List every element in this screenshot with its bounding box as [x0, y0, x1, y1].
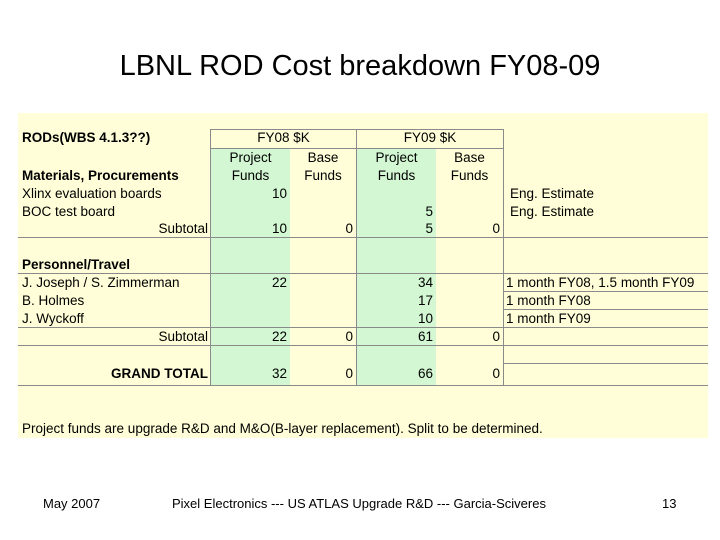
slide-number: 13	[662, 496, 677, 511]
fy08-header: FY08 $K	[257, 130, 310, 145]
materials-subtotal-label: Subtotal	[158, 221, 208, 236]
fy08-project-funds-header-1: Project	[229, 150, 272, 165]
table-row-note: 1 month FY08, 1.5 month FY09	[506, 275, 695, 290]
fy08-base-funds-header-1: Base	[307, 150, 339, 165]
table-cell-fy09-project: 5	[425, 204, 433, 219]
materials-heading: Materials, Procurements	[22, 168, 179, 183]
personnel-subtotal-fy09-base: 0	[492, 329, 500, 344]
table-row-label: J. Joseph / S. Zimmerman	[22, 275, 180, 290]
table-cell-fy08-project: 10	[271, 186, 287, 201]
table-row-label: J. Wyckoff	[22, 311, 84, 326]
personnel-subtotal-label: Subtotal	[158, 329, 208, 344]
table-row-label: B. Holmes	[22, 293, 85, 308]
fy08-project-funds-header-2: Funds	[231, 168, 270, 183]
grand-total-fy09-project: 66	[417, 366, 433, 381]
personnel-heading: Personnel/Travel	[22, 257, 131, 272]
fy08-base-funds-header-2: Funds	[304, 168, 342, 183]
cost-spreadsheet: RODs(WBS 4.1.3??) FY08 $K FY09 $K Projec…	[18, 113, 708, 438]
table-row-note: Eng. Estimate	[510, 204, 595, 219]
personnel-subtotal-fy08-project: 22	[271, 329, 287, 344]
footer-center-text: Pixel Electronics --- US ATLAS Upgrade R…	[172, 496, 546, 511]
materials-subtotal-fy08-base: 0	[345, 221, 353, 236]
materials-subtotal-fy08-project: 10	[271, 221, 287, 236]
grand-total-fy08-project: 32	[271, 366, 287, 381]
table-footnote: Project funds are upgrade R&D and M&O(B-…	[22, 421, 543, 436]
fy09-project-funds-header-2: Funds	[377, 168, 416, 183]
fy09-base-funds-header-2: Funds	[450, 168, 489, 183]
table-cell-fy09-project: 10	[417, 311, 433, 326]
table-row-label: BOC test board	[22, 204, 116, 219]
table-cell-fy08-project: 22	[271, 275, 287, 290]
table-row-note: 1 month FY08	[506, 293, 591, 308]
table-row-label: Xlinx evaluation boards	[22, 186, 162, 201]
section-title: RODs(WBS 4.1.3??)	[22, 130, 151, 145]
personnel-subtotal-fy08-base: 0	[345, 329, 353, 344]
fy09-project-funds-header-1: Project	[375, 150, 418, 165]
grand-total-fy08-base: 0	[345, 366, 353, 381]
personnel-subtotal-fy09-project: 61	[417, 329, 433, 344]
table-cell-fy09-project: 34	[417, 275, 433, 290]
fy09-base-funds-header-1: Base	[454, 150, 485, 165]
table-row-note: 1 month FY09	[506, 311, 591, 326]
footer-date: May 2007	[43, 496, 101, 511]
materials-subtotal-fy09-project: 5	[425, 221, 433, 236]
table-row-note: Eng. Estimate	[510, 186, 595, 201]
grand-total-fy09-base: 0	[492, 366, 500, 381]
grand-total-label: GRAND TOTAL	[111, 366, 208, 381]
table-cell-fy09-project: 17	[417, 293, 433, 308]
slide-title: LBNL ROD Cost breakdown FY08-09	[119, 50, 601, 82]
fy09-header: FY09 $K	[403, 130, 457, 145]
materials-subtotal-fy09-base: 0	[492, 221, 500, 236]
